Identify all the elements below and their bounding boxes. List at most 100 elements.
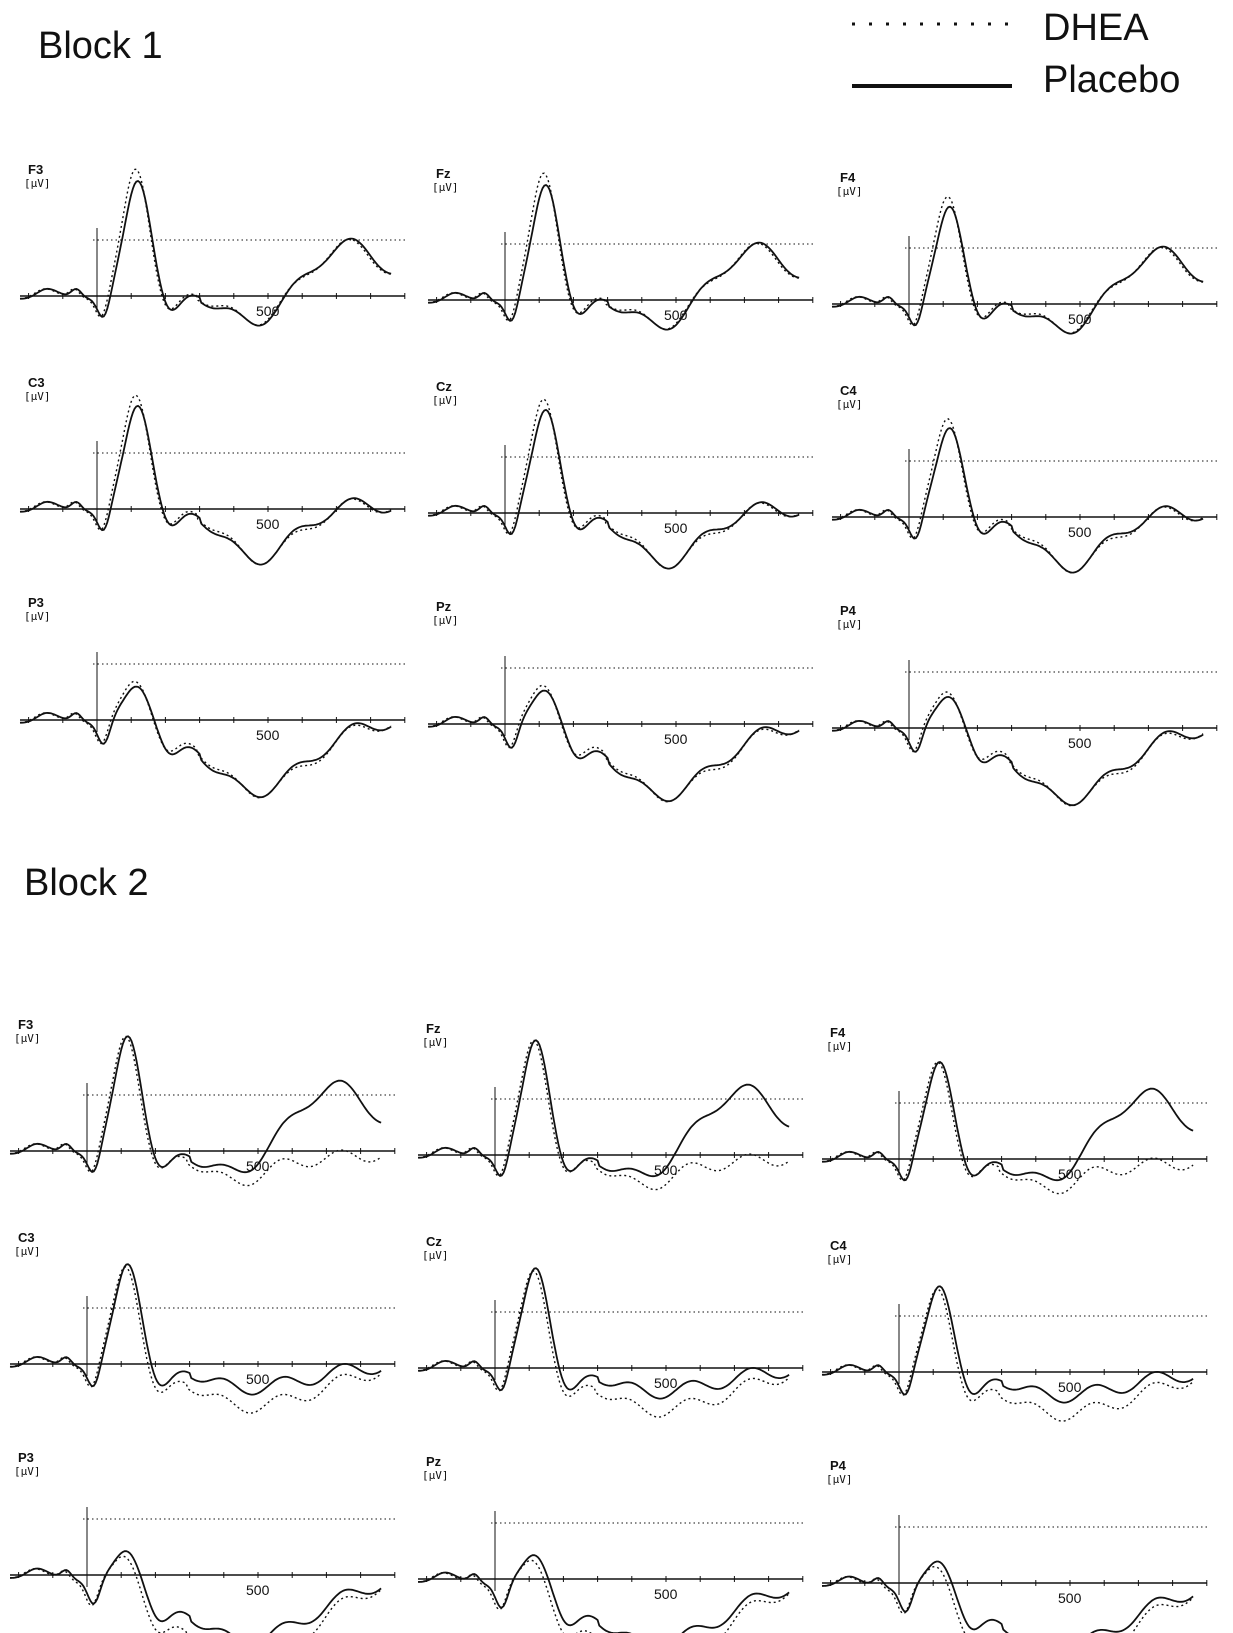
series-placebo-line — [821, 1285, 1194, 1404]
unit-label: [µV] — [432, 181, 459, 194]
unit-label: [µV] — [826, 1253, 853, 1266]
x-tick-label: 500 — [664, 520, 688, 536]
series-dhea-line — [418, 1270, 790, 1418]
blocks: Block 1F3[µV]500Fz[µV]500F4[µV]500C3[µV]… — [9, 25, 1218, 1633]
series-dhea-line — [821, 1288, 1194, 1422]
electrode-label: C3 — [28, 375, 45, 390]
unit-label: [µV] — [826, 1040, 853, 1053]
series-placebo-line — [418, 1554, 790, 1633]
series-placebo-line — [20, 685, 392, 799]
series-dhea-line — [19, 394, 392, 566]
unit-label: [µV] — [14, 1032, 41, 1045]
erp-panel-fz: Fz[µV]500 — [428, 166, 814, 331]
electrode-label: Fz — [436, 166, 451, 181]
series-placebo-line — [418, 1267, 790, 1400]
series-dhea-line — [9, 1035, 382, 1187]
series-placebo-line — [20, 404, 392, 566]
electrode-label: Cz — [426, 1234, 442, 1249]
electrode-label: Pz — [436, 599, 452, 614]
series-dhea-line — [428, 684, 800, 803]
x-tick-label: 500 — [256, 727, 280, 743]
series-dhea-line — [19, 680, 392, 799]
series-placebo-line — [20, 179, 392, 327]
electrode-label: Pz — [426, 1454, 442, 1469]
block-2: Block 2F3[µV]500Fz[µV]500F4[µV]500C3[µV]… — [9, 862, 1208, 1633]
block-title: Block 1 — [38, 25, 163, 67]
unit-label: [µV] — [432, 614, 459, 627]
unit-label: [µV] — [836, 618, 863, 631]
unit-label: [µV] — [422, 1036, 449, 1049]
series-placebo-line — [428, 183, 800, 331]
erp-panel-cz: Cz[µV] 500 — [418, 1234, 804, 1418]
unit-label: [µV] — [432, 394, 459, 407]
x-tick-label: 500 — [1058, 1379, 1082, 1395]
unit-label: [µV] — [836, 185, 863, 198]
series-placebo-line — [9, 1263, 382, 1396]
electrode-label: P4 — [840, 603, 857, 618]
erp-panel-c3: C3[µV] 500 — [19, 375, 406, 566]
electrode-label: F4 — [830, 1025, 846, 1040]
series-dhea-line — [9, 1555, 382, 1633]
series-dhea-line — [428, 398, 800, 570]
x-tick-label: 500 — [654, 1375, 678, 1391]
unit-label: [µV] — [14, 1465, 41, 1478]
electrode-label: C4 — [830, 1238, 847, 1253]
series-dhea-line — [831, 418, 1204, 574]
electrode-label: F3 — [18, 1017, 33, 1032]
series-placebo-line — [10, 1550, 382, 1633]
erp-panel-f3: F3[µV]500 — [9, 1017, 396, 1187]
erp-panel-c4: C4[µV] 500 — [831, 383, 1218, 574]
erp-panel-p3: P3[µV] 500 — [19, 595, 406, 799]
unit-label: [µV] — [24, 177, 51, 190]
series-dhea-line — [9, 1266, 382, 1414]
x-tick-label: 500 — [1058, 1590, 1082, 1606]
series-dhea-line — [821, 1061, 1194, 1195]
series-placebo-line — [10, 1035, 382, 1174]
electrode-label: F3 — [28, 162, 43, 177]
x-tick-label: 500 — [1068, 735, 1092, 751]
electrode-label: Cz — [436, 379, 452, 394]
x-tick-label: 500 — [246, 1582, 270, 1598]
unit-label: [µV] — [14, 1245, 41, 1258]
series-placebo-line — [832, 427, 1204, 574]
series-placebo-line — [428, 408, 800, 570]
legend-placebo-label: Placebo — [1043, 59, 1180, 101]
erp-panel-p4: P4[µV] 500 — [831, 603, 1218, 807]
block-1: Block 1F3[µV]500Fz[µV]500F4[µV]500C3[µV]… — [19, 25, 1218, 807]
erp-panel-fz: Fz[µV]500 — [418, 1021, 804, 1191]
series-placebo-line — [428, 689, 800, 803]
unit-label: [µV] — [24, 390, 51, 403]
erp-panel-p4: P4[µV] 500 — [821, 1458, 1208, 1633]
legend-dhea-label: DHEA — [1043, 7, 1149, 49]
erp-panel-c3: C3[µV] 500 — [9, 1230, 396, 1414]
electrode-label: F4 — [840, 170, 856, 185]
series-placebo-line — [822, 1061, 1194, 1182]
electrode-label: Fz — [426, 1021, 441, 1036]
electrode-label: C3 — [18, 1230, 35, 1245]
unit-label: [µV] — [422, 1469, 449, 1482]
x-tick-label: 500 — [246, 1371, 270, 1387]
electrode-label: P3 — [28, 595, 44, 610]
unit-label: [µV] — [836, 398, 863, 411]
series-dhea-line — [418, 1559, 790, 1633]
erp-panel-c4: C4[µV] 500 — [821, 1238, 1208, 1422]
electrode-label: C4 — [840, 383, 857, 398]
series-placebo-line — [418, 1039, 790, 1178]
series-dhea-line — [428, 172, 800, 330]
unit-label: [µV] — [422, 1249, 449, 1262]
legend: DHEA Placebo — [852, 7, 1180, 101]
unit-label: [µV] — [826, 1473, 853, 1486]
x-tick-label: 500 — [654, 1586, 678, 1602]
series-dhea-line — [19, 168, 392, 326]
electrode-label: P3 — [18, 1450, 34, 1465]
unit-label: [µV] — [24, 610, 51, 623]
x-tick-label: 500 — [664, 731, 688, 747]
block-title: Block 2 — [24, 862, 149, 904]
series-placebo-line — [822, 1560, 1194, 1633]
series-dhea-line — [418, 1039, 790, 1191]
erp-panel-p3: P3[µV] 500 — [9, 1450, 396, 1633]
x-tick-label: 500 — [1068, 524, 1092, 540]
erp-panel-pz: Pz[µV] 500 — [418, 1454, 804, 1633]
erp-panel-f4: F4[µV]500 — [831, 170, 1218, 335]
